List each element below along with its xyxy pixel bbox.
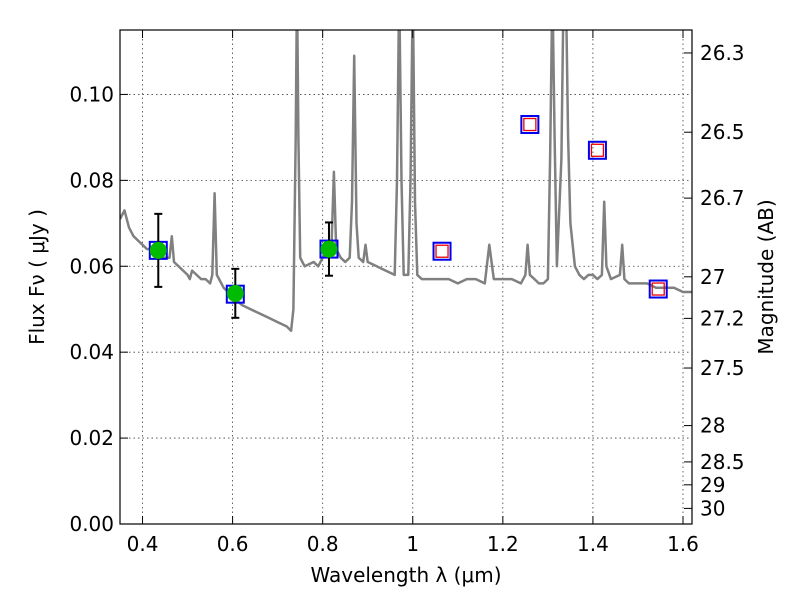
right-tick-label: 29 [700, 473, 725, 497]
y-right-axis-title: Magnitude (AB) [754, 199, 778, 354]
sed-curve-layer [120, 30, 692, 332]
right-tick-label: 27.5 [700, 356, 745, 380]
x-tick-label: 1 [406, 532, 419, 556]
y-tick-label: 0.06 [69, 254, 114, 278]
predicted-flux-box [435, 244, 449, 258]
ticks: 0.4 0.6 0.8 1 1.2 1.4 1.6 0.00 0.02 0.04 0.06 0.08 0… [69, 30, 745, 556]
right-tick-label: 26.5 [700, 120, 745, 144]
markers [148, 115, 668, 319]
right-tick-label: 27 [700, 265, 725, 289]
model-flux-box [587, 140, 607, 160]
predicted-flux-box [523, 117, 537, 132]
y-tick-label: 0.00 [69, 512, 114, 536]
model-flux-box [648, 279, 668, 299]
right-tick-label: 28 [700, 414, 725, 438]
photometry-point [320, 240, 338, 258]
grid [120, 30, 692, 525]
y-tick-label: 0.04 [69, 340, 114, 364]
x-tick-label: 1.6 [667, 532, 699, 556]
predicted-flux-box [590, 143, 605, 157]
photometry-point [226, 284, 244, 302]
y-tick-label: 0.10 [69, 82, 114, 106]
y-axis-title: Flux Fν ( μJy ) [25, 209, 49, 345]
x-tick-label: 0.8 [307, 532, 339, 556]
right-tick-label: 27.2 [700, 306, 745, 330]
right-tick-label: 28.5 [700, 450, 745, 474]
right-tick-label: 26.7 [700, 186, 745, 210]
y-tick-label: 0.08 [69, 168, 114, 192]
x-tick-label: 0.4 [127, 532, 159, 556]
model-flux-box [432, 241, 452, 261]
x-tick-label: 1.4 [577, 532, 609, 556]
model-flux-box [520, 115, 540, 135]
x-tick-label: 1.2 [487, 532, 519, 556]
x-tick-label: 0.6 [217, 532, 249, 556]
photometry-point [149, 241, 167, 259]
y-tick-label: 0.02 [69, 426, 114, 450]
sed-model-line [120, 30, 692, 332]
predicted-flux-box [651, 282, 665, 296]
right-tick-label: 30 [700, 496, 725, 520]
plot-frame [119, 29, 693, 525]
right-tick-label: 26.3 [700, 41, 745, 65]
x-axis-title: Wavelength λ (μm) [310, 563, 501, 587]
